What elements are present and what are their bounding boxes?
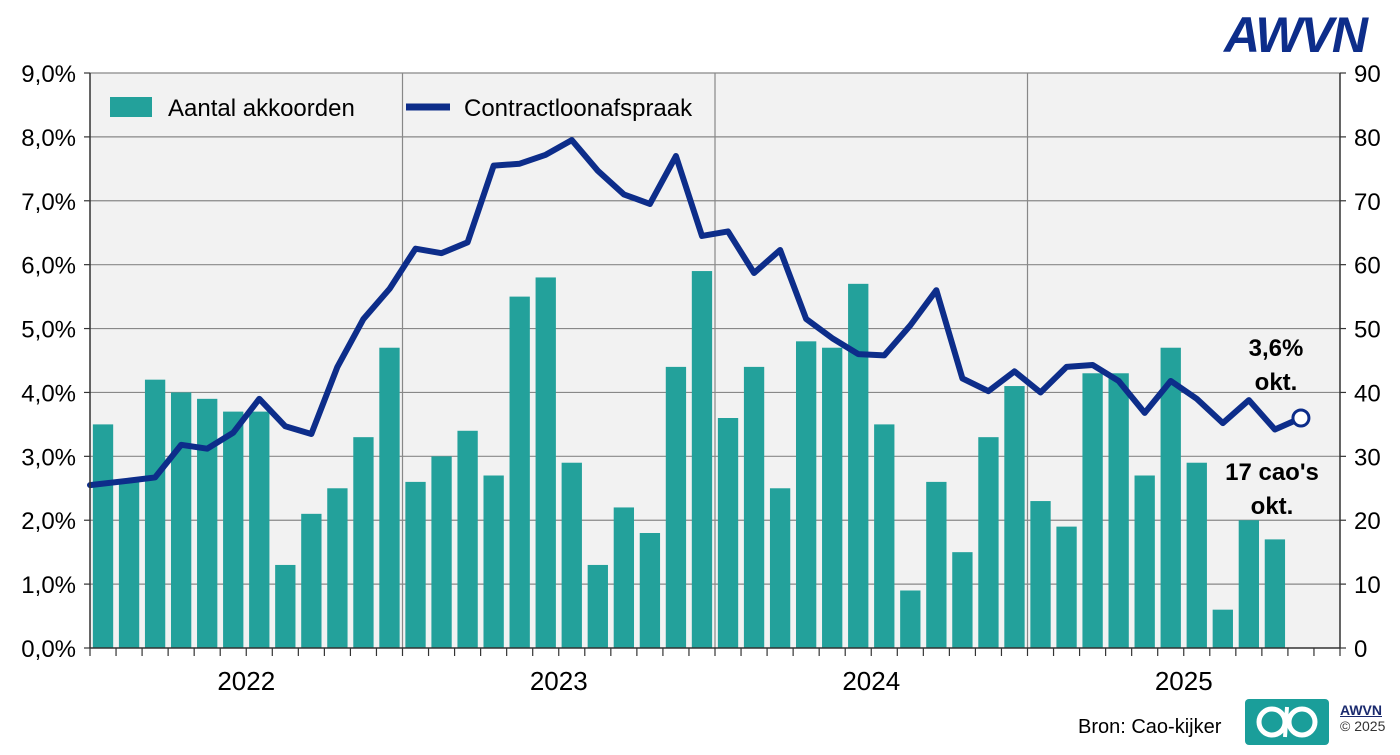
bar	[118, 481, 140, 648]
bar	[301, 513, 322, 648]
bar	[535, 277, 556, 648]
legend: Aantal akkoorden Contractloonafspraak	[110, 95, 693, 122]
y-left-tick-label: 1,0%	[21, 572, 76, 599]
bar	[1238, 520, 1260, 648]
x-axis-labels: 2022 2023 2024 2025	[217, 666, 1212, 696]
bar	[1186, 462, 1207, 648]
bar	[1082, 373, 1103, 648]
legend-swatch-bars	[110, 97, 152, 117]
bar	[1134, 475, 1155, 648]
y-right-tick-label: 10	[1354, 572, 1381, 599]
badge-copyright: © 2025	[1340, 718, 1386, 734]
badge-name: AWVN	[1340, 702, 1382, 718]
bar	[795, 341, 817, 648]
bar	[743, 366, 765, 648]
bar	[1056, 526, 1077, 648]
y-left-tick-label: 6,0%	[21, 253, 76, 280]
bar	[769, 488, 791, 648]
bar	[249, 411, 270, 648]
y-left-tick-label: 9,0%	[21, 61, 76, 88]
x-year-label: 2025	[1155, 666, 1213, 696]
bar	[353, 437, 374, 648]
bar	[457, 430, 478, 648]
annotation-bar-count-text: 17 cao's	[1225, 459, 1319, 486]
axes	[84, 72, 1346, 656]
y-right-tick-label: 50	[1354, 317, 1381, 344]
bar	[431, 456, 452, 648]
x-year-label: 2023	[530, 666, 588, 696]
bar	[483, 475, 504, 648]
y-left-tick-label: 8,0%	[21, 125, 76, 152]
bar	[613, 507, 635, 648]
source-note: Bron: Cao-kijker	[1078, 716, 1222, 738]
bar	[379, 347, 400, 648]
annotation-bar-month-text: okt.	[1251, 493, 1294, 520]
bar	[327, 488, 348, 648]
bar	[665, 366, 687, 648]
gridlines	[90, 72, 1340, 648]
y-right-tick-label: 0	[1354, 636, 1367, 663]
y-left-tick-label: 5,0%	[21, 317, 76, 344]
awvn-logo: AWVN	[1222, 7, 1382, 63]
bar	[509, 296, 530, 648]
annotation-line-month-text: okt.	[1255, 369, 1298, 396]
y-right-tick-label: 70	[1354, 189, 1381, 216]
bar	[822, 347, 843, 648]
y-right-tick-label: 20	[1354, 508, 1381, 535]
x-year-label: 2022	[217, 666, 275, 696]
y-left-tick-label: 2,0%	[21, 508, 76, 535]
y-right-tick-label: 30	[1354, 444, 1381, 471]
y-left-tick-label: 7,0%	[21, 189, 76, 216]
line-path	[87, 137, 1304, 489]
y-axis-left: 0,0% 1,0% 2,0% 3,0% 4,0% 5,0% 6,0% 7,0% 8,0% 9,0%	[21, 61, 76, 663]
bar	[691, 271, 713, 648]
cao-kijker-logo	[1245, 699, 1329, 745]
bar	[405, 481, 426, 648]
y-left-tick-label: 3,0%	[21, 444, 76, 471]
legend-label-line: Contractloonafspraak	[464, 95, 693, 122]
bar	[926, 481, 947, 648]
bar	[1212, 609, 1233, 648]
bar	[587, 564, 608, 648]
bar	[170, 392, 192, 648]
bar	[1030, 501, 1051, 648]
y-right-tick-label: 80	[1354, 125, 1381, 152]
y-left-tick-label: 0,0%	[21, 636, 76, 663]
glasses-icon	[1256, 706, 1318, 738]
bar	[900, 590, 921, 648]
bar	[952, 552, 973, 648]
y-right-tick-label: 60	[1354, 253, 1381, 280]
x-year-label: 2024	[842, 666, 900, 696]
legend-label-bars: Aantal akkoorden	[168, 95, 355, 122]
bar	[197, 398, 218, 648]
bar	[275, 564, 296, 648]
bar	[639, 533, 661, 648]
line-last-point	[1291, 408, 1311, 428]
y-right-tick-label: 40	[1354, 380, 1381, 407]
y-right-tick-label: 90	[1354, 61, 1381, 88]
annotation-line-value: 3,6% okt.	[1249, 335, 1304, 396]
line-series	[87, 137, 1311, 489]
bar	[874, 424, 895, 648]
bar	[223, 411, 244, 648]
annotation-line-value-text: 3,6%	[1249, 335, 1304, 362]
bar	[92, 424, 114, 648]
bar-series	[92, 271, 1286, 648]
bar	[1264, 539, 1286, 648]
awvn-logo-text: AWVN	[1222, 10, 1369, 58]
bar	[717, 418, 739, 648]
y-axis-right: 0 10 20 30 40 50 60 70 80 90	[1354, 61, 1381, 663]
bar	[561, 462, 582, 648]
bar	[848, 283, 869, 648]
bar	[144, 379, 166, 648]
bar	[978, 437, 999, 648]
y-left-tick-label: 4,0%	[21, 380, 76, 407]
annotation-bar-count: 17 cao's okt.	[1225, 459, 1319, 520]
badge-text: AWVN © 2025	[1340, 702, 1385, 734]
bar	[1160, 347, 1181, 648]
bar	[1004, 386, 1025, 648]
bar	[1108, 373, 1129, 648]
